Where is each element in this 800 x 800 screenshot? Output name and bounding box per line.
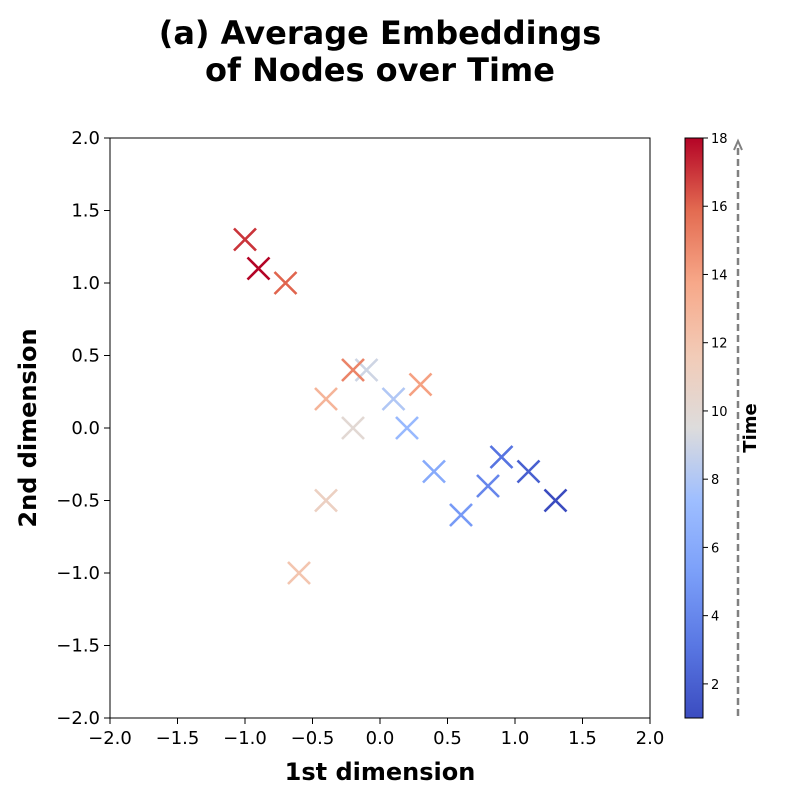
data-point-marker xyxy=(273,271,298,295)
data-point-marker xyxy=(543,488,568,513)
colorbar-tick-label: 14 xyxy=(711,268,728,283)
colorbar xyxy=(684,137,704,719)
y-tick-label: −1.0 xyxy=(56,563,100,584)
plot-area xyxy=(109,137,651,719)
data-point-marker xyxy=(314,387,338,411)
x-tick-label: −0.5 xyxy=(291,728,335,749)
data-point-marker xyxy=(287,561,311,585)
colorbar-ticks: 2 4 6 8 10 12 14 16 18 xyxy=(703,132,728,693)
data-points xyxy=(233,227,568,585)
colorbar-label: Time xyxy=(740,403,761,452)
time-arrow-head-icon xyxy=(733,138,743,151)
colorbar-tick-label: 6 xyxy=(711,541,719,556)
x-tick-label: 0.5 xyxy=(433,728,462,749)
colorbar-tick-label: 2 xyxy=(711,678,719,693)
x-tick-label: 2.0 xyxy=(636,728,665,749)
chart-title-line2: of Nodes over Time xyxy=(205,51,555,89)
x-tick-label: −1.0 xyxy=(223,728,267,749)
x-tick-label: −2.0 xyxy=(88,728,132,749)
data-point-marker xyxy=(489,445,514,469)
data-point-marker xyxy=(341,416,365,440)
data-point-marker xyxy=(233,227,257,252)
colorbar-tick-label: 8 xyxy=(711,473,719,488)
y-tick-label: −1.5 xyxy=(56,636,100,657)
colorbar-tick-label: 10 xyxy=(711,405,728,420)
colorbar-tick-label: 18 xyxy=(711,132,728,147)
y-tick-label: −0.5 xyxy=(56,491,100,512)
y-tick-label: 2.0 xyxy=(71,128,100,149)
data-point-marker xyxy=(246,256,271,281)
data-point-marker xyxy=(395,416,419,440)
colorbar-tick-label: 4 xyxy=(711,610,719,625)
x-tick-label: 1.5 xyxy=(568,728,597,749)
colorbar-tick-label: 16 xyxy=(711,200,728,215)
x-tick-label: 0.0 xyxy=(366,728,395,749)
x-tick-label: −1.5 xyxy=(156,728,200,749)
chart-title-line1: (a) Average Embeddings xyxy=(159,14,602,52)
data-point-marker xyxy=(422,459,446,484)
x-tick-label: 1.0 xyxy=(501,728,530,749)
y-tick-label: 1.0 xyxy=(71,273,100,294)
y-axis-label: 2nd dimension xyxy=(14,328,42,527)
colorbar-tick-label: 12 xyxy=(711,337,728,352)
data-point-marker xyxy=(408,372,433,397)
y-axis-ticks: −2.0 −1.5 −1.0 −0.5 0.0 0.5 1.0 1.5 2.0 xyxy=(56,128,110,729)
y-tick-label: 1.5 xyxy=(71,201,100,222)
y-tick-label: 0.5 xyxy=(71,346,100,367)
data-point-marker xyxy=(516,459,541,484)
data-point-marker xyxy=(341,358,365,382)
data-point-marker xyxy=(314,488,338,513)
x-axis-ticks: −2.0 −1.5 −1.0 −0.5 0.0 0.5 1.0 1.5 2.0 xyxy=(88,718,664,749)
y-tick-label: 0.0 xyxy=(71,418,100,439)
x-axis-label: 1st dimension xyxy=(285,758,476,786)
data-point-marker xyxy=(354,358,379,382)
data-point-marker xyxy=(381,387,406,411)
y-tick-label: −2.0 xyxy=(56,708,100,729)
data-point-marker xyxy=(476,474,500,498)
data-point-marker xyxy=(449,503,473,527)
